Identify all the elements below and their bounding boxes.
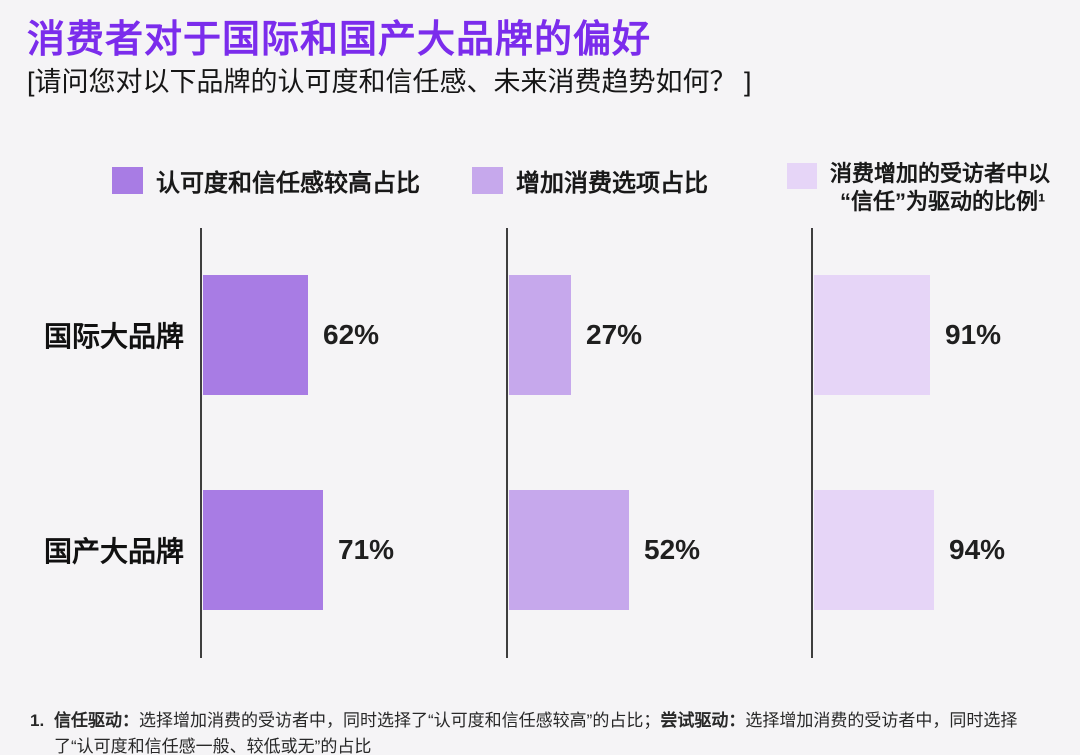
value-label: 62% [323,319,380,350]
category-label-international: 国际大品牌 [43,321,184,352]
bar-international-high-trust [203,275,308,395]
legend-label: 增加消费选项占比 [516,170,708,197]
value-label: 71% [338,534,395,565]
category-label-domestic: 国产大品牌 [43,536,184,567]
legend-item-trust-driven: 消费增加的受访者中以 “信任”为驱动的比例¹ [787,160,1050,216]
value-label: 52% [644,534,701,565]
bar-domestic-increase-spend [509,490,629,610]
axis-line-col2 [506,228,508,658]
page-subtitle: [请问您对以下品牌的认可度和信任感、未来消费趋势如何？ ] [27,67,752,97]
legend-item-increase-spend: 增加消费选项占比 [472,163,708,198]
bar-group-international-trust-driven: 91% [814,275,1001,395]
footnote-def-trial-driven: 选择增加消费的受访者中，同时选择了“认可度和信任感一般、较低或无”的占比 [54,711,1018,755]
legend-label-line1: 消费增加的受访者中以 [830,161,1051,186]
bar-international-trust-driven [814,275,930,395]
legend-swatch-trust-driven [787,163,817,189]
bar-group-international-high-trust: 62% [203,275,379,395]
bar-group-domestic-increase-spend: 52% [509,490,700,610]
legend-item-high-trust: 认可度和信任感较高占比 [112,163,420,198]
footnote-def-trust-driven: 选择增加消费的受访者中，同时选择了“认可度和信任感较高”的占比； [139,711,661,730]
bar-group-international-increase-spend: 27% [509,275,642,395]
footnote-marker: 1. [30,711,45,730]
legend-label: 认可度和信任感较高占比 [156,170,420,197]
footnote-term-trial-driven: 尝试驱动： [660,711,746,730]
bar-domestic-trust-driven [814,490,934,610]
footnote-term-trust-driven: 信任驱动： [54,711,139,730]
bar-group-domestic-high-trust: 71% [203,490,394,610]
value-label: 91% [945,319,1002,350]
axis-line-col3 [811,228,813,658]
bar-domestic-high-trust [203,490,323,610]
footnote: 1. 信任驱动：选择增加消费的受访者中，同时选择了“认可度和信任感较高”的占比；… [30,708,1054,755]
bar-international-increase-spend [509,275,571,395]
legend-swatch-increase-spend [472,167,503,194]
value-label: 27% [586,319,643,350]
legend-swatch-high-trust [112,167,143,194]
page-title: 消费者对于国际和国产大品牌的偏好 [27,19,652,61]
axis-line-col1 [200,228,202,658]
legend-label: 消费增加的受访者中以 “信任”为驱动的比例¹ [830,160,1050,216]
value-label: 94% [949,534,1006,565]
bar-group-domestic-trust-driven: 94% [814,490,1005,610]
legend-label-line2: “信任”为驱动的比例¹ [840,189,1046,214]
footnote-text: 信任驱动：选择增加消费的受访者中，同时选择了“认可度和信任感较高”的占比；尝试驱… [54,708,1054,755]
